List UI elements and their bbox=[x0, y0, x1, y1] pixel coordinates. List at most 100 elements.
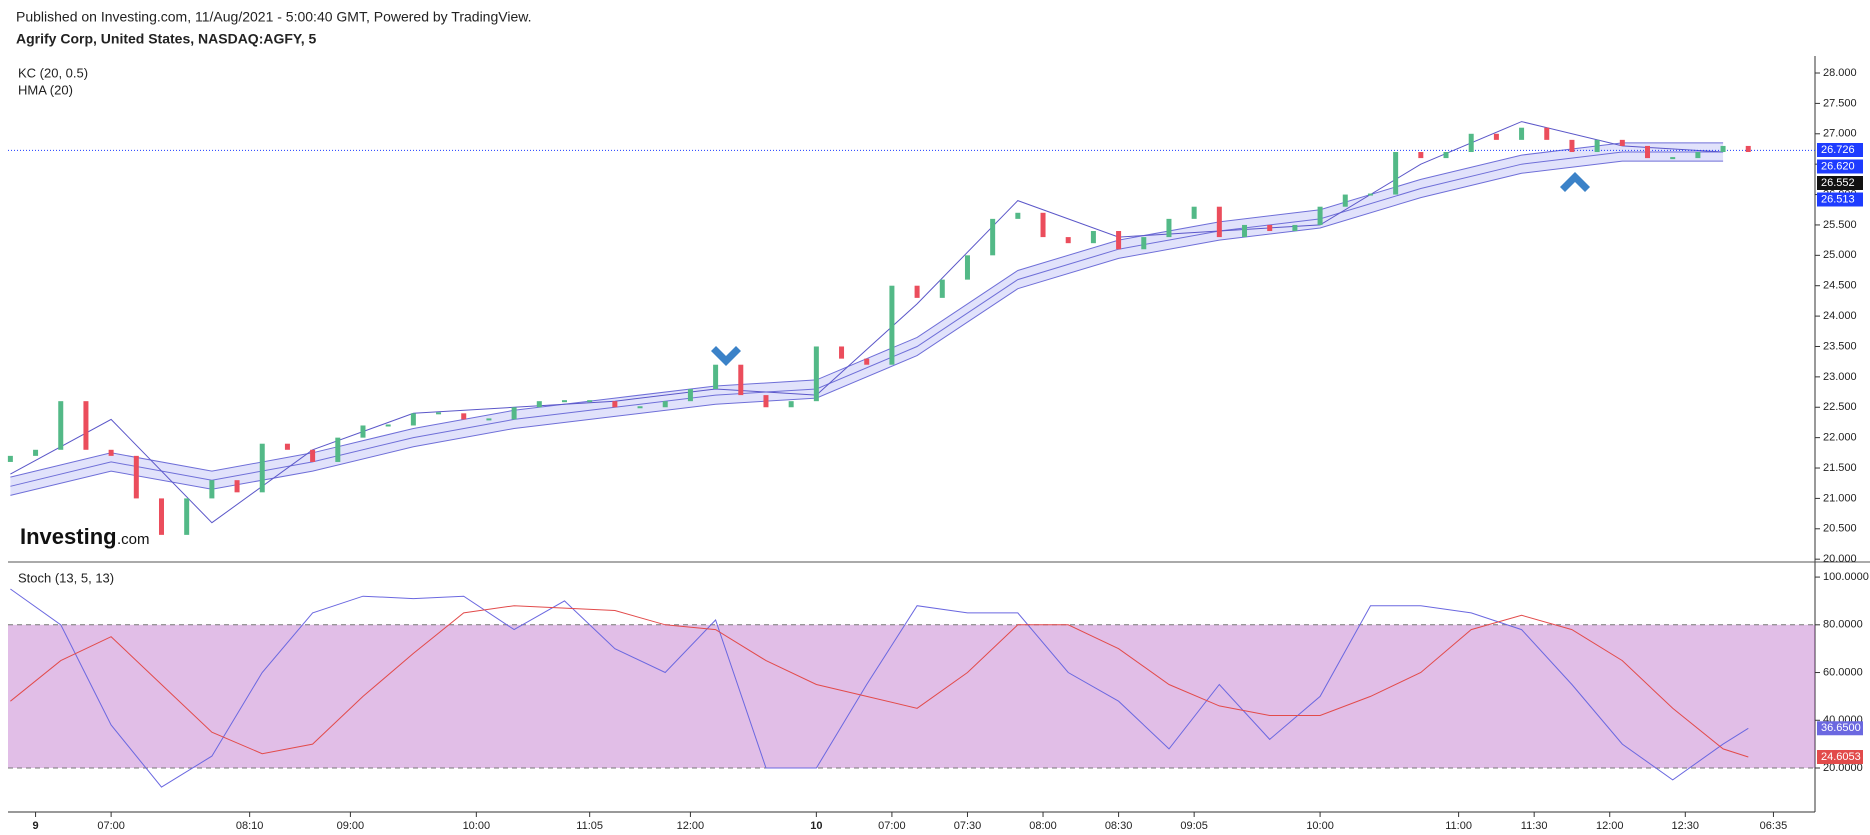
price-bar bbox=[1065, 237, 1071, 244]
x-tick-label: 11:05 bbox=[576, 820, 603, 832]
price-tag-label: 36.6500 bbox=[1821, 722, 1861, 734]
price-bar bbox=[234, 480, 240, 493]
price-bar bbox=[1695, 152, 1701, 159]
x-tick-label: 09:05 bbox=[1180, 820, 1208, 832]
price-bar bbox=[1367, 193, 1373, 196]
price-bar bbox=[58, 401, 64, 450]
price-bar bbox=[738, 364, 744, 396]
price-tag-label: 26.726 bbox=[1821, 144, 1855, 156]
x-tick-label: 11:30 bbox=[1521, 820, 1548, 832]
price-bar bbox=[662, 401, 668, 408]
price-bar bbox=[310, 449, 316, 462]
price-bar bbox=[108, 449, 114, 456]
up-arrow bbox=[1560, 172, 1590, 192]
legend-entry: HMA (20) bbox=[18, 82, 73, 97]
logo-brand: Investing bbox=[20, 524, 117, 549]
price-tag bbox=[1817, 159, 1863, 174]
y-tick-label: 28.000 bbox=[1823, 67, 1857, 79]
price-tag bbox=[1817, 721, 1863, 736]
y-tick-label: 22.500 bbox=[1823, 401, 1857, 413]
price-bar bbox=[1267, 224, 1273, 232]
price-bar bbox=[184, 498, 190, 535]
y-tick-label: 100.0000 bbox=[1823, 571, 1869, 583]
price-bar bbox=[1493, 133, 1499, 140]
y-tick-label: 24.000 bbox=[1823, 310, 1857, 322]
price-tag-label: 26.552 bbox=[1821, 177, 1855, 189]
price-tag bbox=[1817, 750, 1863, 765]
price-bar bbox=[1216, 206, 1222, 238]
stoch-band bbox=[8, 624, 1815, 768]
price-bar bbox=[813, 346, 819, 402]
price-tag-label: 26.620 bbox=[1821, 160, 1855, 172]
y-tick-label: 22.000 bbox=[1823, 432, 1857, 444]
x-tick-label: 08:00 bbox=[1029, 820, 1057, 832]
kc-line bbox=[10, 142, 1724, 478]
price-bar bbox=[1544, 127, 1550, 140]
price-bar bbox=[486, 418, 492, 421]
x-tick-label: 9 bbox=[33, 820, 39, 832]
price-tag bbox=[1817, 192, 1863, 207]
down-arrow bbox=[711, 346, 741, 366]
price-tag bbox=[1817, 143, 1863, 157]
x-tick-label: 10:00 bbox=[463, 820, 491, 832]
price-bar bbox=[1191, 206, 1197, 219]
price-bar bbox=[1040, 212, 1046, 238]
price-bar bbox=[1292, 224, 1298, 232]
x-tick-label: 12:30 bbox=[1672, 820, 1700, 832]
x-tick-label: 08:30 bbox=[1105, 820, 1133, 832]
stoch-line bbox=[10, 588, 1749, 788]
price-bar bbox=[7, 455, 13, 462]
price-bar bbox=[536, 401, 542, 408]
price-tag-label: 24.6053 bbox=[1821, 751, 1861, 763]
price-bar bbox=[33, 449, 39, 456]
price-bar bbox=[83, 401, 89, 450]
signal-arrows bbox=[711, 172, 1590, 366]
price-bar bbox=[1720, 145, 1726, 153]
price-bar bbox=[284, 443, 290, 450]
x-tick-label: 10 bbox=[810, 820, 822, 832]
price-bar bbox=[1745, 145, 1751, 153]
y-tick-label: 24.500 bbox=[1823, 280, 1857, 292]
price-bar bbox=[637, 406, 643, 409]
kc-line bbox=[10, 160, 1724, 496]
price-bar bbox=[511, 407, 517, 420]
price-bar bbox=[763, 395, 769, 408]
price-bar bbox=[1569, 139, 1575, 153]
price-tag bbox=[1817, 176, 1863, 190]
y-tick-label: 25.000 bbox=[1823, 249, 1857, 261]
y-tick-label: 27.500 bbox=[1823, 97, 1857, 109]
price-bar bbox=[914, 285, 920, 298]
x-tick-label: 10:00 bbox=[1306, 820, 1334, 832]
price-bar bbox=[687, 389, 693, 402]
price-bar bbox=[1468, 133, 1474, 153]
price-bar bbox=[1594, 139, 1600, 153]
price-bar bbox=[1166, 218, 1172, 238]
price-bar bbox=[1090, 231, 1096, 244]
price-bar bbox=[964, 255, 970, 280]
price-bar bbox=[788, 401, 794, 408]
y-tick-label: 25.500 bbox=[1823, 219, 1857, 231]
x-tick-label: 11:00 bbox=[1445, 820, 1472, 832]
y-tick-label: 23.000 bbox=[1823, 371, 1857, 383]
price-bar bbox=[1645, 145, 1651, 159]
x-tick-label: 07:00 bbox=[878, 820, 906, 832]
price-bar bbox=[259, 443, 265, 493]
y-tick-label: 23.500 bbox=[1823, 340, 1857, 352]
price-bar bbox=[939, 279, 945, 298]
logo-suffix: .com bbox=[117, 531, 150, 548]
price-bar bbox=[1242, 224, 1248, 238]
published-note: Published on Investing.com, 11/Aug/2021 … bbox=[16, 9, 531, 25]
price-tag-label: 26.513 bbox=[1821, 193, 1855, 205]
stoch-line bbox=[10, 605, 1749, 758]
x-tick-label: 06:35 bbox=[1760, 820, 1788, 832]
y-tick-label: 20.000 bbox=[1823, 553, 1857, 565]
price-bar bbox=[1670, 157, 1676, 160]
price-bar bbox=[461, 413, 467, 420]
price-bar bbox=[1116, 231, 1122, 250]
y-tick-label: 80.0000 bbox=[1823, 619, 1863, 631]
y-tick-label: 21.000 bbox=[1823, 492, 1857, 504]
x-tick-label: 12:00 bbox=[677, 820, 705, 832]
x-tick-label: 07:00 bbox=[97, 820, 125, 832]
price-bar bbox=[839, 346, 845, 359]
